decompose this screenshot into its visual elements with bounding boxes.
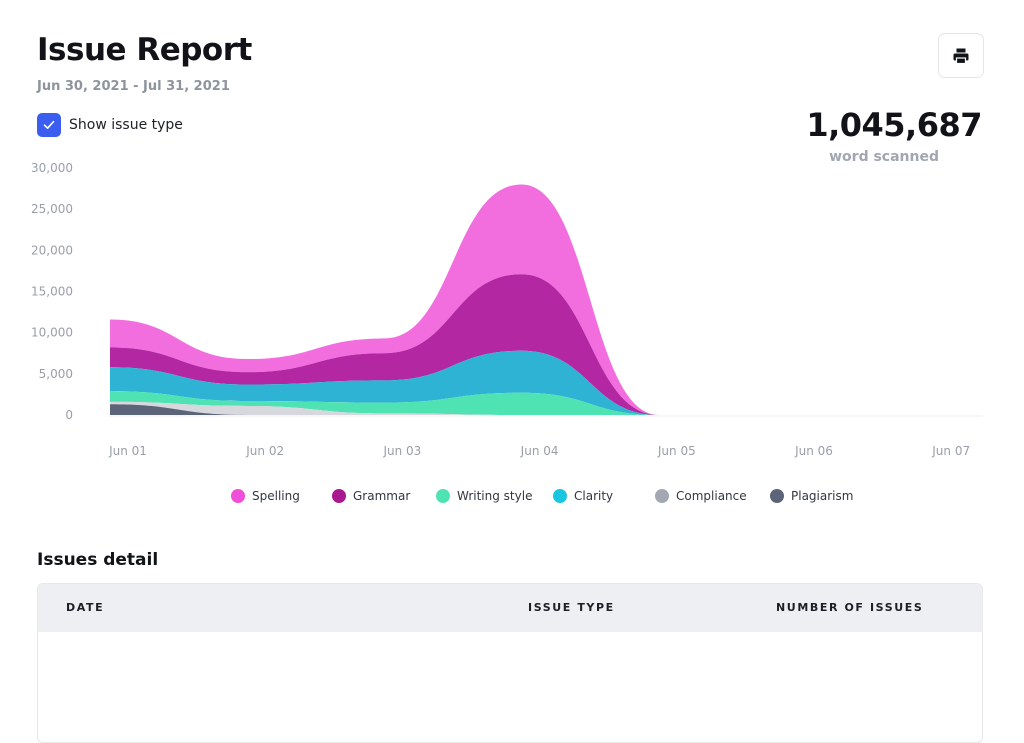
area-series-grammar bbox=[110, 274, 659, 415]
legend-label-writing-style: Writing style bbox=[457, 489, 533, 503]
x-tick-label: Jun 04 bbox=[520, 444, 559, 458]
print-button[interactable] bbox=[938, 33, 984, 78]
show-issue-type-toggle[interactable]: Show issue type bbox=[37, 113, 183, 137]
date-range: Jun 30, 2021 - Jul 31, 2021 bbox=[37, 79, 230, 94]
legend-item-compliance[interactable]: Compliance bbox=[655, 489, 747, 503]
x-tick-label: Jun 02 bbox=[245, 444, 284, 458]
chart-legend: Spelling Grammar Writing style Clarity C… bbox=[0, 489, 1024, 509]
column-header-date[interactable]: DATE bbox=[66, 601, 105, 614]
legend-label-grammar: Grammar bbox=[353, 489, 411, 503]
y-tick-label: 15,000 bbox=[31, 285, 73, 299]
issue-area-chart: 30,000 25,000 20,000 15,000 10,000 5,000 0 Jun… bbox=[31, 161, 983, 458]
legend-swatch-spelling bbox=[231, 489, 245, 503]
checkmark-icon bbox=[43, 120, 55, 129]
x-tick-label: Jun 06 bbox=[794, 444, 833, 458]
y-tick-label: 10,000 bbox=[31, 326, 73, 340]
legend-swatch-writing-style bbox=[436, 489, 450, 503]
y-tick-label: 30,000 bbox=[31, 161, 73, 175]
legend-swatch-plagiarism bbox=[770, 489, 784, 503]
legend-swatch-clarity bbox=[553, 489, 567, 503]
legend-item-grammar[interactable]: Grammar bbox=[332, 489, 410, 503]
legend-label-plagiarism: Plagiarism bbox=[791, 489, 854, 503]
y-tick-label: 0 bbox=[65, 408, 73, 422]
issues-detail-title: Issues detail bbox=[37, 550, 159, 570]
words-scanned-label: word scanned bbox=[829, 149, 939, 165]
area-series-spelling bbox=[110, 184, 659, 415]
show-issue-type-checkbox[interactable] bbox=[37, 113, 61, 137]
page-title: Issue Report bbox=[37, 32, 252, 68]
legend-item-spelling[interactable]: Spelling bbox=[231, 489, 300, 503]
legend-item-clarity[interactable]: Clarity bbox=[553, 489, 613, 503]
area-series-writing-style bbox=[110, 391, 659, 415]
x-axis-ticks: Jun 01 Jun 02 Jun 03 Jun 04 Jun 05 Jun 06 Jun … bbox=[108, 444, 970, 458]
x-tick-label: Jun 07 bbox=[931, 444, 970, 458]
y-tick-label: 25,000 bbox=[31, 202, 73, 216]
issues-detail-table: DATE ISSUE TYPE NUMBER OF ISSUES bbox=[37, 583, 983, 743]
area-series-clarity bbox=[110, 350, 659, 415]
printer-icon bbox=[953, 48, 969, 64]
y-axis-ticks: 30,000 25,000 20,000 15,000 10,000 5,000 0 bbox=[31, 161, 73, 422]
area-series-compliance bbox=[110, 401, 659, 415]
x-tick-label: Jun 03 bbox=[382, 444, 421, 458]
area-series-plagiarism bbox=[110, 404, 659, 415]
y-tick-label: 20,000 bbox=[31, 243, 73, 257]
legend-swatch-compliance bbox=[655, 489, 669, 503]
legend-item-plagiarism[interactable]: Plagiarism bbox=[770, 489, 853, 503]
x-tick-label: Jun 05 bbox=[657, 444, 696, 458]
show-issue-type-label: Show issue type bbox=[69, 117, 183, 133]
legend-item-writing-style[interactable]: Writing style bbox=[436, 489, 532, 503]
column-header-number-of-issues[interactable]: NUMBER OF ISSUES bbox=[776, 601, 924, 614]
words-scanned-total: 1,045,687 bbox=[806, 106, 982, 144]
chart-areas bbox=[110, 184, 659, 415]
legend-label-clarity: Clarity bbox=[574, 489, 614, 503]
legend-label-spelling: Spelling bbox=[252, 489, 300, 503]
x-tick-label: Jun 01 bbox=[108, 444, 147, 458]
table-header: DATE ISSUE TYPE NUMBER OF ISSUES bbox=[38, 584, 982, 632]
legend-label-compliance: Compliance bbox=[676, 489, 747, 503]
column-header-issue-type[interactable]: ISSUE TYPE bbox=[528, 601, 615, 614]
y-tick-label: 5,000 bbox=[39, 367, 73, 381]
legend-swatch-grammar bbox=[332, 489, 346, 503]
